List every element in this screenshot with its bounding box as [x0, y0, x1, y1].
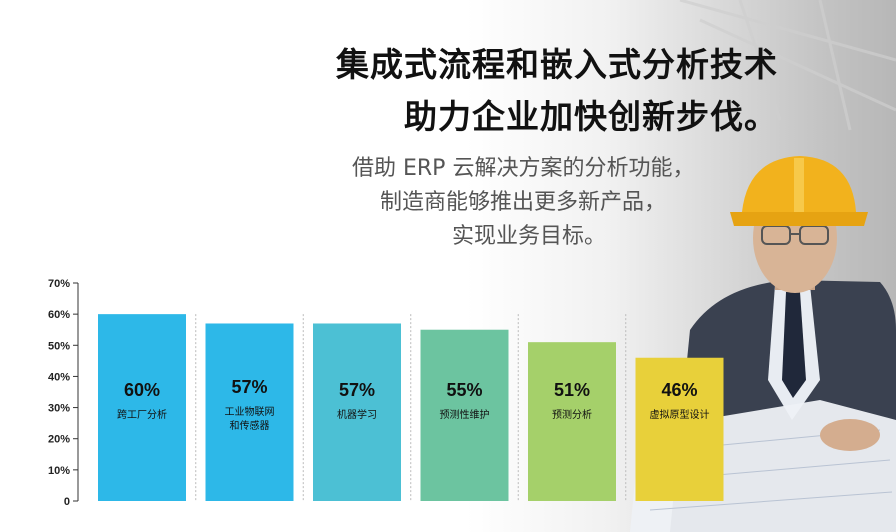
category-label: 虚拟原型设计: [650, 408, 710, 421]
y-tick-label: 60%: [48, 309, 70, 321]
bar: [98, 314, 186, 501]
category-label: 工业物联网: [225, 405, 275, 418]
data-label: 51%: [554, 380, 590, 400]
headline-line-2: 助力企业加快创新步伐。: [404, 97, 778, 136]
headline-line-1: 集成式流程和嵌入式分析技术: [336, 45, 778, 84]
y-tick-label: 30%: [48, 403, 70, 415]
category-label: 跨工厂分析: [117, 408, 167, 421]
y-tick-label: 20%: [48, 434, 70, 446]
subheadline-line-3: 实现业务目标。: [452, 224, 607, 249]
subheadline-line-1: 借助 ERP 云解决方案的分析功能，: [352, 156, 695, 181]
bar-chart: 0 10% 20% 30% 40% 50% 60% 70% 60% 跨工厂分析 57% 工业物联网和传…: [48, 278, 724, 508]
category-label: 预测性维护: [440, 408, 490, 421]
data-label: 55%: [446, 380, 482, 400]
bar: [635, 357, 724, 501]
data-label: 57%: [231, 377, 267, 397]
category-label: 和传感器: [230, 419, 270, 432]
y-tick-label: 10%: [48, 465, 70, 477]
y-tick-label: 70%: [48, 278, 70, 290]
y-tick-label: 0: [64, 496, 70, 508]
data-label: 57%: [339, 380, 375, 400]
y-tick-label: 50%: [48, 340, 70, 352]
data-label: 46%: [661, 380, 697, 400]
bar: [420, 329, 509, 501]
y-tick-label: 40%: [48, 371, 70, 383]
bar: [528, 342, 616, 501]
subheadline-line-2: 制造商能够推出更多新产品，: [380, 190, 667, 215]
category-label: 预测分析: [552, 408, 592, 421]
data-label: 60%: [124, 380, 160, 400]
bar: [205, 323, 294, 501]
bar: [313, 323, 401, 501]
category-label: 机器学习: [337, 408, 377, 421]
